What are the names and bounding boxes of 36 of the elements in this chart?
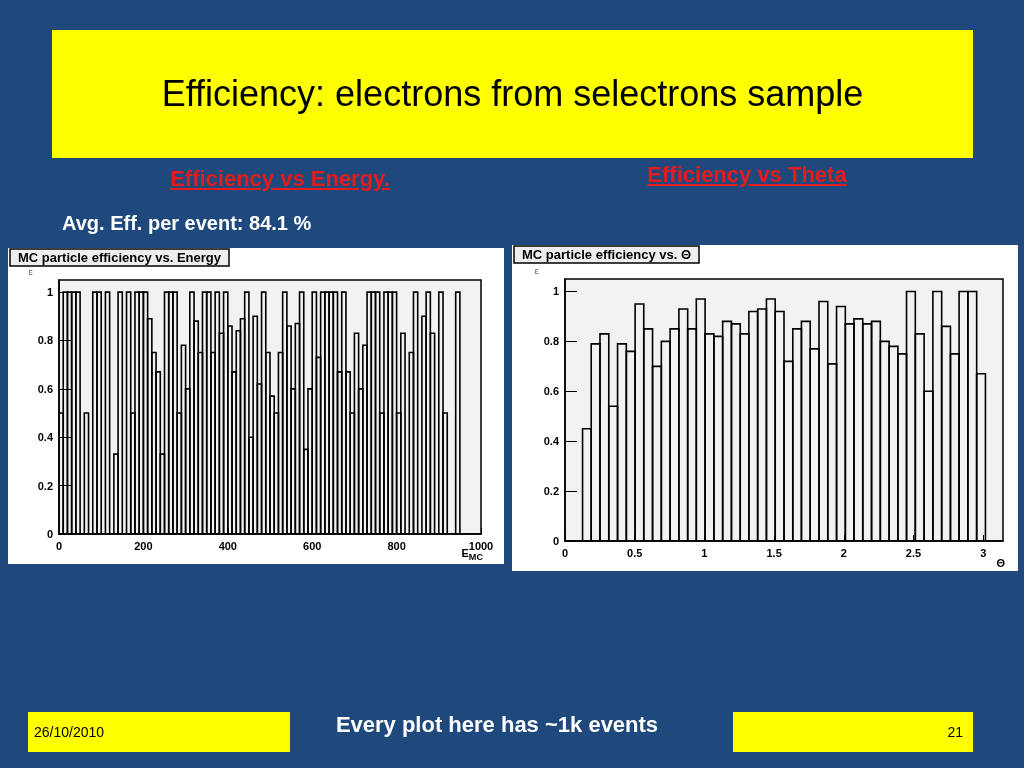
x-tick-label: 2.5 — [905, 546, 922, 559]
y-tick-label: 0.8 — [543, 335, 559, 348]
text: Every plot here has ~1k events — [334, 711, 660, 739]
x-tick-label: 0.5 — [627, 546, 643, 559]
x-tick-label: 1 — [701, 546, 708, 559]
y-tick-label: 0 — [46, 528, 53, 540]
text: 26/10/2010 — [28, 712, 290, 752]
x-tick-label: 3 — [980, 546, 987, 559]
x-axis-title: Θ — [996, 557, 1005, 569]
x-tick-label: 200 — [134, 539, 153, 552]
y-tick-label: 0.2 — [37, 479, 53, 492]
text: Efficiency: electrons from selectrons sample — [52, 30, 973, 158]
x-tick-label: 800 — [387, 539, 406, 552]
x-tick-label: 0 — [55, 539, 63, 552]
y-tick-label: 0.6 — [37, 382, 53, 395]
x-tick-label: 400 — [218, 539, 237, 552]
x-tick-label: 1.5 — [766, 546, 782, 559]
x-tick-label: 600 — [303, 539, 322, 552]
chart-title: MC particle efficiency vs. Θ — [522, 247, 692, 262]
y-axis-title: ε — [28, 266, 34, 277]
y-tick-label: 0.6 — [543, 385, 559, 398]
y-tick-label: 0.2 — [543, 485, 559, 498]
text: Efficiency vs Energy. — [169, 165, 391, 193]
y-tick-label: 1 — [552, 285, 559, 298]
y-tick-label: 0.4 — [543, 435, 560, 448]
text: Efficiency vs Theta — [646, 161, 848, 189]
y-tick-label: 0.4 — [37, 431, 54, 444]
x-tick-label: 0 — [561, 546, 569, 559]
y-axis-title: ε — [534, 265, 540, 276]
x-tick-label: 2 — [840, 546, 847, 559]
text: 21 — [733, 712, 973, 752]
text: Avg. Eff. per event: 84.1 % — [62, 211, 313, 236]
y-tick-label: 1 — [46, 286, 53, 299]
y-tick-label: 0.8 — [37, 334, 53, 347]
chart-title: MC particle efficiency vs. Energy — [18, 250, 222, 265]
x-tick-label: 1000 — [468, 539, 494, 552]
